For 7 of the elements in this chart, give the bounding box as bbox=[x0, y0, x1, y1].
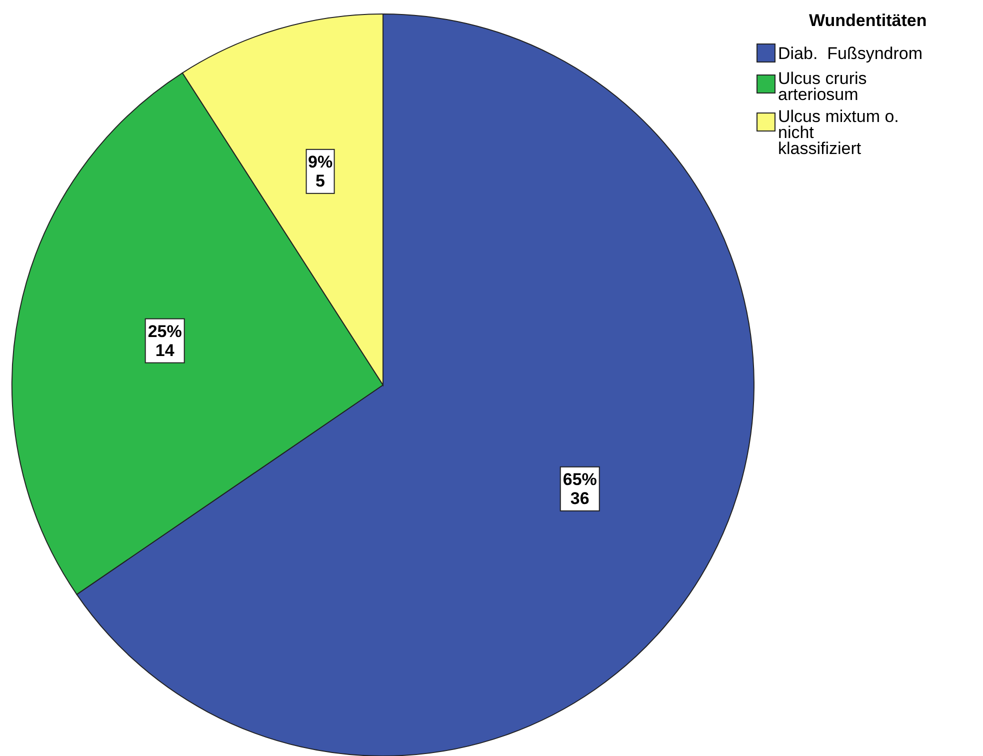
legend-label: Ulcus cruris arteriosum bbox=[778, 69, 867, 104]
legend-title: Wundentitäten bbox=[809, 11, 927, 30]
data-label: 65% 36 bbox=[562, 470, 597, 508]
legend-label: Diab. Fußsyndrom bbox=[778, 44, 923, 63]
legend-label: Ulcus mixtum o. nicht klassifiziert bbox=[778, 107, 899, 158]
data-label: 25% 14 bbox=[148, 322, 182, 360]
data-label: 9% 5 bbox=[308, 152, 333, 190]
